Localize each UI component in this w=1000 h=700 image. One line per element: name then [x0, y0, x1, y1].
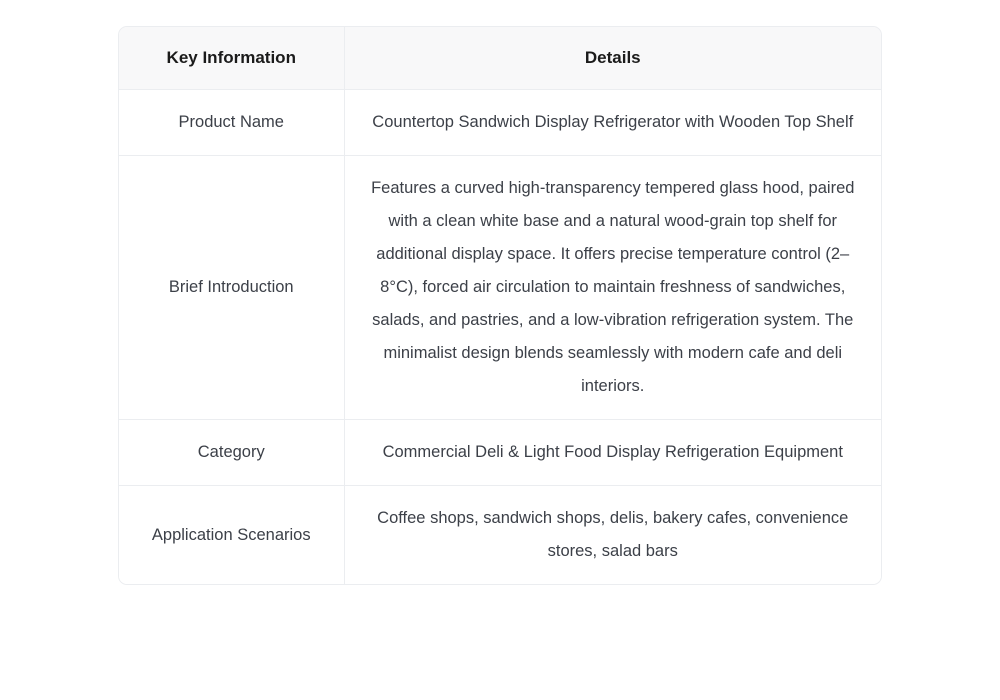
row-details-product-name: Countertop Sandwich Display Refrigerator… — [343, 89, 881, 156]
row-key-brief-introduction: Brief Introduction — [119, 155, 344, 420]
table-header-row: Key Information Details — [119, 27, 881, 90]
product-info-table: Key Information Details Product Name Cou… — [118, 26, 882, 585]
table-row-category: Category Commercial Deli & Light Food Di… — [119, 419, 881, 486]
row-key-application-scenarios: Application Scenarios — [119, 485, 344, 584]
row-details-category: Commercial Deli & Light Food Display Ref… — [343, 419, 881, 486]
table-row-brief-introduction: Brief Introduction Features a curved hig… — [119, 155, 881, 420]
header-details: Details — [343, 27, 881, 90]
table-row-application-scenarios: Application Scenarios Coffee shops, sand… — [119, 485, 881, 584]
header-key-information: Key Information — [119, 27, 344, 90]
key-information-table: Key Information Details Product Name Cou… — [119, 27, 881, 584]
table-row-product-name: Product Name Countertop Sandwich Display… — [119, 89, 881, 156]
row-details-application-scenarios: Coffee shops, sandwich shops, delis, bak… — [343, 485, 881, 584]
row-key-category: Category — [119, 419, 344, 486]
row-key-product-name: Product Name — [119, 89, 344, 156]
row-details-brief-introduction: Features a curved high-transparency temp… — [343, 155, 881, 420]
